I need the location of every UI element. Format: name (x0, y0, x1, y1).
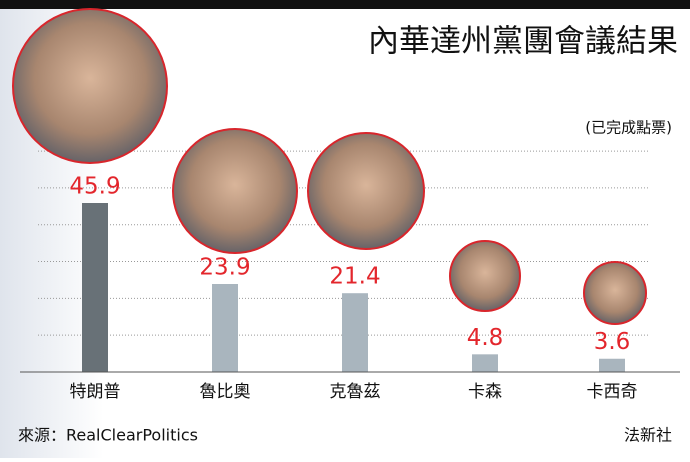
x-tick-label: 克魯茲 (330, 382, 381, 402)
value-label: 45.9 (69, 174, 120, 200)
portrait (450, 241, 520, 311)
portrait (584, 262, 646, 324)
x-tick-label: 卡西奇 (587, 382, 638, 402)
source: 來源：RealClearPolitics (18, 426, 198, 445)
portrait (308, 133, 424, 249)
credit: 法新社 (624, 426, 672, 445)
subtitle: (已完成點票) (585, 119, 672, 137)
value-label: 21.4 (329, 264, 380, 290)
x-tick-label: 卡森 (468, 382, 502, 402)
value-label: 4.8 (467, 325, 504, 351)
portrait (173, 129, 297, 253)
chart: 內華達州黨團會議結果 (已完成點票) 45.9 特朗普 23.9 魯比奧 21.4 克魯茲… (0, 0, 690, 458)
x-tick-label: 特朗普 (70, 382, 121, 402)
bar (82, 203, 108, 372)
value-label: 3.6 (594, 329, 631, 355)
value-label: 23.9 (199, 255, 250, 281)
top-bar (0, 0, 690, 9)
bar (599, 359, 625, 372)
x-tick-label: 魯比奧 (200, 382, 251, 402)
bar (342, 293, 368, 372)
chart-title: 內華達州黨團會議結果 (368, 24, 678, 60)
bar (472, 354, 498, 372)
portrait (13, 9, 167, 163)
bar (212, 284, 238, 372)
